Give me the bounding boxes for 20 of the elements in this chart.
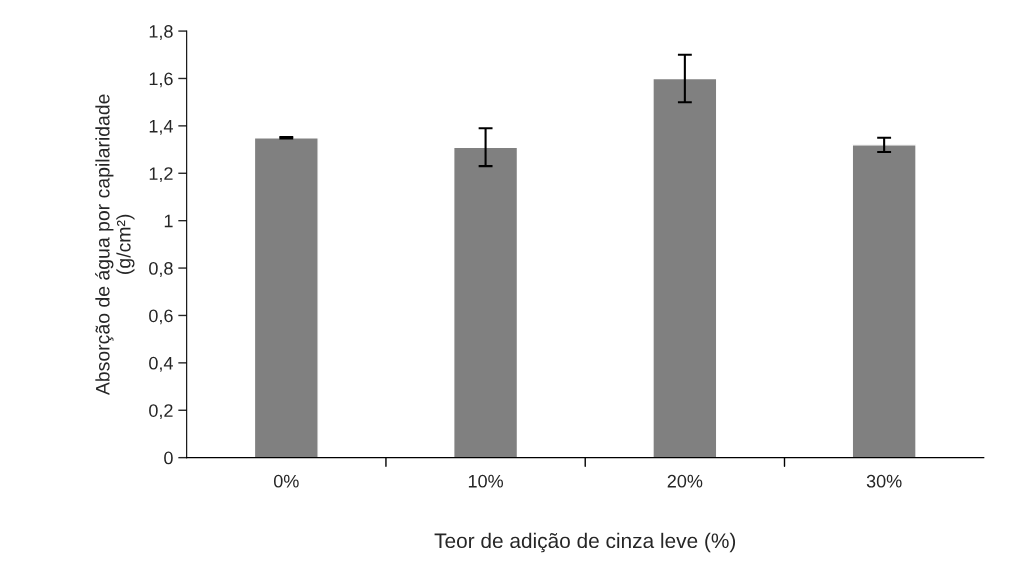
y-tick-label: 1,2 — [149, 167, 173, 183]
y-tick-label: 1,6 — [149, 72, 173, 88]
y-tick-label: 0,8 — [149, 262, 173, 277]
y-axis-title: Absorção de água por capilaridade (g/cm²) — [95, 94, 135, 396]
bar — [453, 146, 519, 458]
x-axis-title: Teor de adição de cinza leve (%) — [434, 532, 736, 553]
y-tick-label: 0,6 — [149, 309, 173, 325]
bar — [253, 137, 319, 458]
bar — [851, 144, 917, 458]
y-tick-label: 1 — [164, 214, 173, 228]
bar — [652, 77, 718, 458]
y-tick-label: 0 — [164, 451, 173, 465]
y-tick-label: 0,2 — [149, 404, 173, 420]
y-tick-label: 1,8 — [149, 25, 173, 40]
y-tick-label: 0,4 — [149, 356, 173, 372]
y-tick-label: 1,4 — [149, 119, 173, 135]
x-tick-label: 20% — [667, 474, 703, 488]
x-tick-label: 30% — [866, 474, 902, 488]
x-tick-label: 0% — [273, 474, 299, 488]
x-tick-label: 10% — [468, 474, 504, 488]
